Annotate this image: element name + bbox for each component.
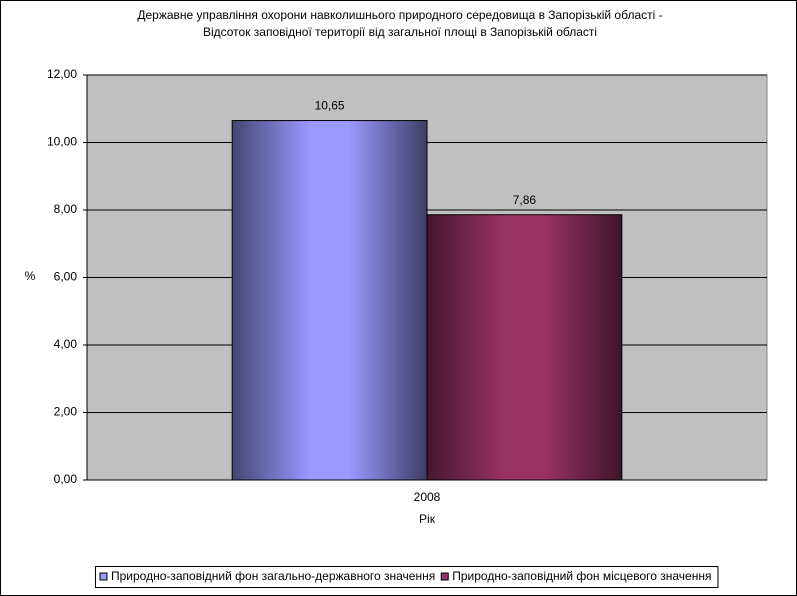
legend-swatch — [99, 572, 108, 581]
y-tick-label: 8,00 — [54, 202, 78, 216]
y-tick-label: 4,00 — [54, 337, 78, 351]
legend-label: Природно-заповідний фон загально-державн… — [111, 569, 435, 583]
x-axis-label: Рік — [419, 512, 436, 526]
bar-shade — [231, 120, 428, 481]
legend — [95, 566, 719, 588]
y-tick-label: 12,00 — [47, 67, 77, 81]
bar-shade — [426, 214, 623, 481]
y-tick-label: 10,00 — [47, 135, 77, 149]
y-tick-label: 2,00 — [54, 405, 78, 419]
chart-subtitle: Відсоток заповідної території від загаль… — [203, 25, 597, 39]
y-tick-label: 6,00 — [54, 270, 78, 284]
y-axis-label: % — [25, 269, 36, 283]
x-tick-label: 2008 — [414, 490, 441, 504]
legend-swatch — [440, 572, 449, 581]
legend-label: Природно-заповідний фон місцевого значен… — [452, 569, 711, 583]
chart-title: Державне управління охорони навколишньог… — [137, 8, 662, 22]
data-label: 7,86 — [513, 193, 537, 207]
data-label: 10,65 — [315, 99, 345, 113]
y-tick-label: 0,00 — [54, 472, 78, 486]
